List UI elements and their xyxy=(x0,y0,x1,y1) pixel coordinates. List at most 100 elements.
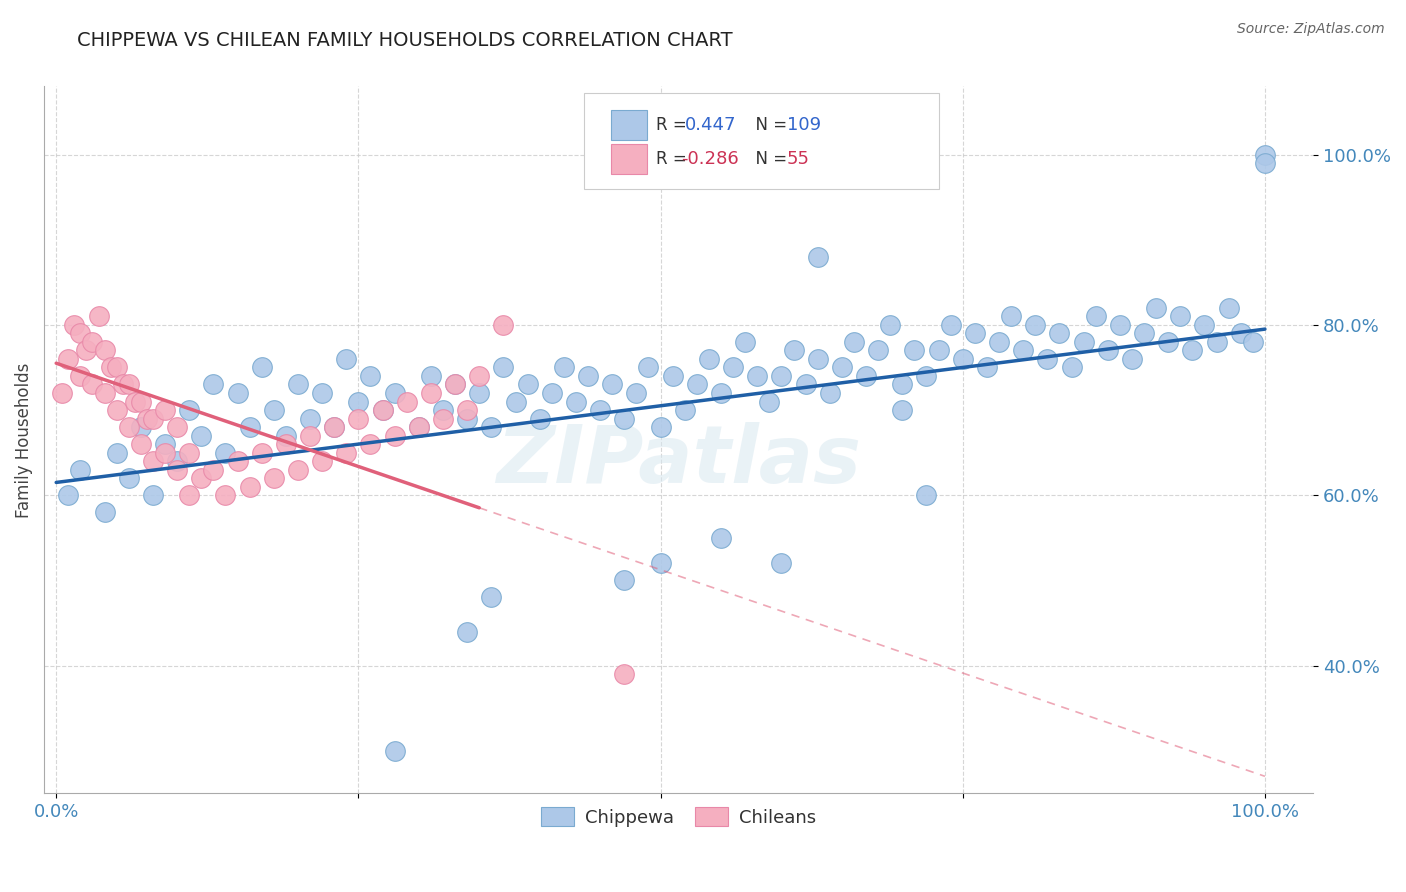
Point xyxy=(468,386,491,401)
Point xyxy=(650,420,672,434)
Point xyxy=(915,368,938,383)
Point xyxy=(1097,343,1119,358)
Point xyxy=(226,454,249,468)
Text: 0.447: 0.447 xyxy=(685,116,737,134)
Point xyxy=(613,667,636,681)
Point xyxy=(868,343,890,358)
Point xyxy=(93,343,115,358)
Point xyxy=(637,360,659,375)
Point xyxy=(118,471,141,485)
FancyBboxPatch shape xyxy=(612,111,647,140)
Point xyxy=(976,360,998,375)
Point xyxy=(432,403,454,417)
Point xyxy=(673,403,696,417)
Point xyxy=(468,368,491,383)
Point xyxy=(408,420,430,434)
Point xyxy=(347,394,370,409)
Point xyxy=(142,488,165,502)
Point xyxy=(1218,301,1240,315)
Point xyxy=(93,386,115,401)
Point xyxy=(1157,334,1180,349)
Point xyxy=(807,250,830,264)
Point xyxy=(166,454,188,468)
Point xyxy=(419,368,441,383)
Point xyxy=(239,420,262,434)
Legend: Chippewa, Chileans: Chippewa, Chileans xyxy=(534,800,823,834)
Point xyxy=(274,428,297,442)
Text: R =: R = xyxy=(655,116,692,134)
Point xyxy=(100,360,122,375)
Point xyxy=(250,360,273,375)
Point xyxy=(111,377,134,392)
Point xyxy=(384,428,406,442)
Point xyxy=(214,445,236,459)
Point xyxy=(915,488,938,502)
Point xyxy=(1012,343,1035,358)
Point xyxy=(153,403,176,417)
Point xyxy=(395,394,418,409)
Point xyxy=(553,360,575,375)
Point xyxy=(129,420,152,434)
Point xyxy=(576,368,599,383)
Point xyxy=(51,386,73,401)
Point xyxy=(1181,343,1204,358)
Point xyxy=(153,445,176,459)
Point xyxy=(311,386,333,401)
Point xyxy=(371,403,394,417)
Point xyxy=(179,488,201,502)
Text: -0.286: -0.286 xyxy=(682,150,740,169)
Point xyxy=(492,360,515,375)
Point xyxy=(69,463,91,477)
Point xyxy=(263,471,285,485)
Point xyxy=(105,403,128,417)
Text: N =: N = xyxy=(745,116,792,134)
Point xyxy=(479,591,502,605)
Point xyxy=(87,310,110,324)
Point xyxy=(963,326,986,341)
Point xyxy=(75,343,97,358)
Point xyxy=(202,377,225,392)
Point xyxy=(952,351,974,366)
Point xyxy=(82,377,104,392)
Point xyxy=(818,386,841,401)
Point xyxy=(274,437,297,451)
Point xyxy=(456,624,478,639)
Point xyxy=(190,471,212,485)
Text: 109: 109 xyxy=(786,116,821,134)
Point xyxy=(408,420,430,434)
Y-axis label: Family Households: Family Households xyxy=(15,362,32,517)
Point xyxy=(1194,318,1216,332)
Point xyxy=(1084,310,1107,324)
Point xyxy=(565,394,588,409)
Point xyxy=(831,360,853,375)
Point xyxy=(456,411,478,425)
Point xyxy=(63,318,86,332)
Point xyxy=(118,377,141,392)
Point xyxy=(842,334,865,349)
Point xyxy=(613,411,636,425)
Point xyxy=(540,386,562,401)
Point xyxy=(93,505,115,519)
FancyBboxPatch shape xyxy=(583,94,939,189)
Point xyxy=(105,360,128,375)
Point xyxy=(58,488,80,502)
Point xyxy=(1036,351,1059,366)
Point xyxy=(311,454,333,468)
Point xyxy=(335,445,357,459)
Point xyxy=(807,351,830,366)
Point xyxy=(939,318,962,332)
Point xyxy=(661,368,683,383)
Point xyxy=(782,343,804,358)
Point xyxy=(650,557,672,571)
Point xyxy=(600,377,623,392)
Point xyxy=(1205,334,1227,349)
Text: ZIPatlas: ZIPatlas xyxy=(496,422,862,500)
Point xyxy=(697,351,720,366)
Point xyxy=(1254,156,1277,170)
Point xyxy=(129,394,152,409)
Text: N =: N = xyxy=(745,150,792,169)
FancyBboxPatch shape xyxy=(612,145,647,174)
Point xyxy=(359,368,381,383)
Point xyxy=(250,445,273,459)
Point xyxy=(903,343,925,358)
